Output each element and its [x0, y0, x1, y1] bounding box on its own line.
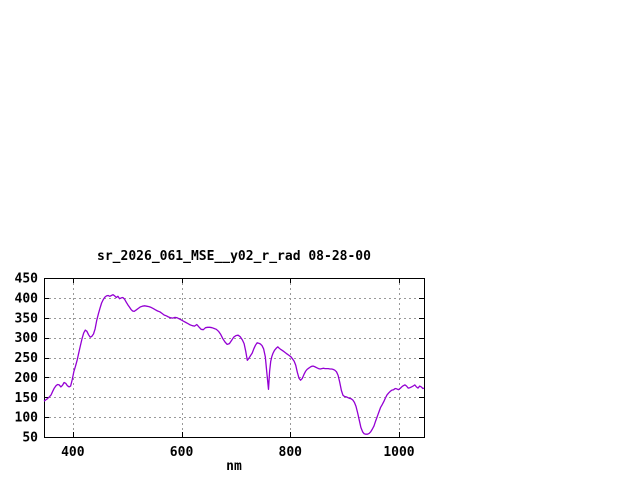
x-tick-label: 1000: [383, 445, 414, 460]
y-tick-label: 450: [15, 272, 39, 287]
spectrum-line: [43, 294, 425, 435]
x-tick-label: 600: [170, 445, 194, 460]
y-tick-label: 100: [15, 411, 39, 426]
y-tick-label: 400: [15, 291, 39, 306]
y-tick-label: 250: [15, 351, 39, 366]
y-tick-label: 50: [22, 431, 38, 446]
y-tick-label: 200: [15, 371, 39, 386]
x-tick-label: 800: [279, 445, 303, 460]
y-tick-label: 300: [15, 331, 39, 346]
x-tick-label: 400: [61, 445, 85, 460]
y-tick-label: 150: [15, 391, 39, 406]
chart-title: sr_2026_061_MSE__y02_r_rad 08-28-00: [97, 249, 371, 264]
x-axis-label: nm: [226, 459, 242, 474]
y-tick-label: 350: [15, 311, 39, 326]
